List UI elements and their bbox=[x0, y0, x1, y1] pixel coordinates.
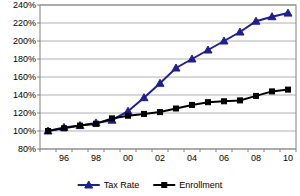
y-tick-label: 240% bbox=[13, 0, 36, 10]
x-tick bbox=[40, 149, 41, 152]
y-tick-label: 180% bbox=[13, 54, 36, 64]
x-tick-label: 04 bbox=[187, 153, 197, 163]
x-tick-label: 98 bbox=[91, 153, 101, 163]
data-point bbox=[62, 126, 67, 131]
x-tick bbox=[264, 149, 265, 152]
data-point bbox=[236, 28, 244, 35]
plot-area bbox=[40, 5, 296, 149]
x-tick bbox=[120, 149, 121, 152]
legend: Tax Rate Enrollment bbox=[78, 180, 223, 190]
grid-line bbox=[40, 131, 296, 132]
data-point bbox=[126, 113, 131, 118]
data-point bbox=[78, 123, 83, 128]
data-point bbox=[284, 9, 292, 16]
x-tick-label: 10 bbox=[283, 153, 293, 163]
data-point bbox=[92, 119, 100, 126]
x-tick bbox=[136, 149, 137, 152]
legend-marker bbox=[162, 183, 167, 188]
x-tick bbox=[88, 149, 89, 152]
data-point bbox=[254, 93, 259, 98]
y-tick-label: 120% bbox=[13, 108, 36, 118]
x-tick-label: 06 bbox=[219, 153, 229, 163]
x-tick-label: 02 bbox=[155, 153, 165, 163]
series-line bbox=[48, 13, 288, 131]
data-point bbox=[172, 64, 180, 71]
data-point bbox=[190, 102, 195, 107]
data-point bbox=[44, 127, 52, 134]
data-point bbox=[286, 87, 291, 92]
chart: 80% 100% 120% 140% 160% 180% 200% 220% 240% 96 98 0… bbox=[0, 0, 300, 196]
x-tick bbox=[280, 149, 281, 152]
data-point bbox=[108, 116, 116, 123]
data-point bbox=[94, 121, 99, 126]
grid-line bbox=[40, 59, 296, 60]
y-tick-label: 80% bbox=[18, 144, 36, 154]
data-point bbox=[252, 17, 260, 24]
plot-frame bbox=[40, 5, 296, 149]
x-tick bbox=[168, 149, 169, 152]
data-point bbox=[204, 46, 212, 53]
legend-label: Enrollment bbox=[179, 180, 223, 190]
x-tick bbox=[200, 149, 201, 152]
series-group bbox=[44, 9, 292, 134]
x-tick-label: 96 bbox=[59, 153, 69, 163]
data-point bbox=[156, 79, 164, 86]
x-tick bbox=[216, 149, 217, 152]
grid-line bbox=[40, 41, 296, 42]
data-point bbox=[46, 129, 51, 134]
x-tick bbox=[296, 149, 297, 152]
x-tick bbox=[248, 149, 249, 152]
data-point bbox=[268, 13, 276, 20]
y-tick-label: 200% bbox=[13, 36, 36, 46]
y-tick-label: 160% bbox=[13, 72, 36, 82]
data-point bbox=[222, 99, 227, 104]
x-tick-label: 00 bbox=[123, 153, 133, 163]
x-tick bbox=[72, 149, 73, 152]
data-point bbox=[188, 55, 196, 62]
x-tick bbox=[104, 149, 105, 152]
x-tick-label: 08 bbox=[251, 153, 261, 163]
data-point bbox=[238, 98, 243, 103]
data-point bbox=[158, 110, 163, 115]
legend-marker bbox=[85, 181, 93, 188]
x-tick bbox=[232, 149, 233, 152]
x-tick bbox=[152, 149, 153, 152]
y-tick-label: 100% bbox=[13, 126, 36, 136]
y-tick-label: 140% bbox=[13, 90, 36, 100]
data-point bbox=[206, 100, 211, 105]
legend-label: Tax Rate bbox=[104, 180, 140, 190]
y-tick-label: 220% bbox=[13, 18, 36, 28]
x-tick bbox=[184, 149, 185, 152]
data-point bbox=[140, 94, 148, 101]
data-point bbox=[142, 111, 147, 116]
data-point bbox=[174, 106, 179, 111]
data-point bbox=[110, 116, 115, 121]
x-tick bbox=[56, 149, 57, 152]
data-point bbox=[270, 89, 275, 94]
series-line bbox=[48, 90, 288, 131]
grid-line bbox=[40, 113, 296, 114]
data-point bbox=[60, 123, 68, 130]
data-point bbox=[76, 122, 84, 129]
data-point bbox=[220, 37, 228, 44]
